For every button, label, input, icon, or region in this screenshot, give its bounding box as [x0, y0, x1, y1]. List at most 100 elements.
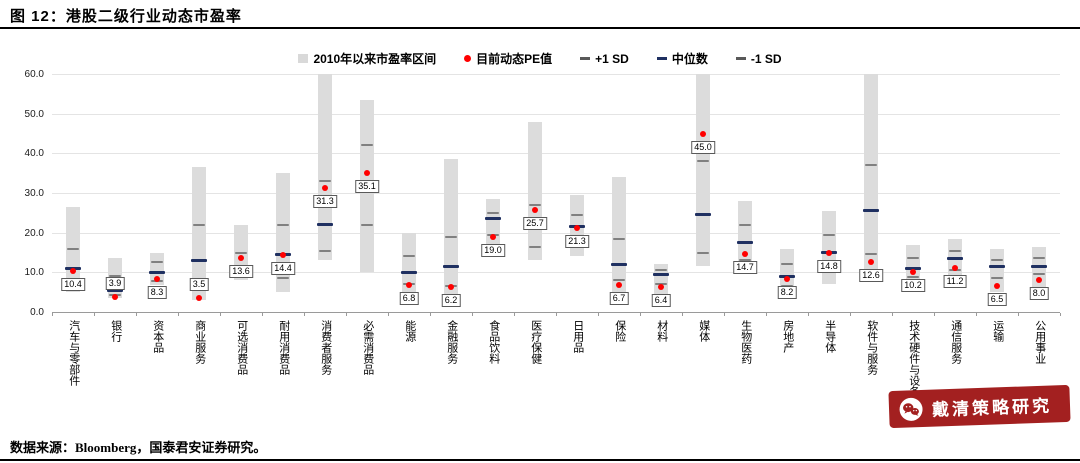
current-pe-label: 8.3: [147, 286, 167, 300]
median-dash: [989, 264, 1005, 268]
current-pe-dot: [700, 130, 706, 137]
legend-marker-dash: [580, 57, 591, 60]
sd-plus-dash: [361, 144, 373, 147]
category-label: 房地产: [781, 320, 794, 353]
sd-minus-dash: [613, 279, 625, 282]
x-axis-tick: [262, 313, 263, 316]
current-pe-dot: [952, 264, 958, 271]
category-label: 通信服务: [949, 320, 962, 364]
sd-plus-dash: [781, 263, 793, 266]
current-pe-dot: [784, 276, 790, 283]
y-axis-tick-label: 0.0: [30, 307, 44, 318]
category-label: 食品饮料: [487, 320, 500, 364]
current-pe-dot: [154, 276, 160, 283]
x-axis-tick: [892, 313, 893, 316]
x-axis-tick: [598, 313, 599, 316]
y-axis-tick-label: 60.0: [24, 69, 44, 80]
pe-range-bar: [318, 74, 332, 261]
median-dash: [149, 270, 165, 274]
x-axis-line: [52, 312, 1060, 313]
pe-range-bar: [780, 248, 794, 297]
median-dash: [863, 209, 879, 213]
x-axis-tick: [52, 313, 53, 316]
pe-range-bar: [612, 177, 626, 293]
data-source: 数据来源：Bloomberg，国泰君安证券研究。: [10, 440, 267, 455]
median-dash: [905, 266, 921, 270]
gridline: [52, 272, 1060, 274]
sd-plus-dash: [571, 213, 583, 216]
x-axis-tick: [766, 313, 767, 316]
pe-range-bar: [150, 252, 164, 286]
x-axis-tick: [556, 313, 557, 316]
current-pe-dot: [658, 283, 664, 290]
current-pe-label: 21.3: [565, 234, 589, 248]
current-pe-dot: [910, 268, 916, 275]
sd-minus-dash: [907, 276, 919, 279]
legend-item-1: 目前动态PE值: [464, 50, 552, 67]
x-axis-tick: [1018, 313, 1019, 316]
category-label: 金融服务: [445, 320, 458, 364]
median-dash: [485, 217, 501, 221]
sd-plus-dash: [529, 203, 541, 206]
x-axis-tick: [514, 313, 515, 316]
current-pe-dot: [616, 282, 622, 289]
current-pe-dot: [196, 295, 202, 302]
sd-plus-dash: [739, 223, 751, 226]
x-axis-tick: [388, 313, 389, 316]
x-axis-tick: [724, 313, 725, 316]
median-dash: [611, 262, 627, 266]
title-divider: [0, 27, 1080, 29]
category-label: 保险: [613, 320, 626, 342]
x-axis-tick: [976, 313, 977, 316]
current-pe-label: 6.5: [987, 293, 1007, 307]
current-pe-label: 31.3: [313, 194, 337, 208]
x-axis-tick: [682, 313, 683, 316]
current-pe-dot: [1036, 277, 1042, 284]
median-dash: [1031, 264, 1047, 268]
current-pe-dot: [112, 293, 118, 300]
current-pe-label: 14.7: [733, 260, 757, 274]
sd-plus-dash: [487, 211, 499, 214]
legend-label: 目前动态PE值: [476, 52, 553, 66]
sd-plus-dash: [319, 180, 331, 183]
y-axis-tick-label: 20.0: [24, 227, 44, 239]
current-pe-dot: [322, 184, 328, 191]
current-pe-label: 25.7: [523, 217, 547, 231]
gridline: [52, 193, 1060, 194]
legend-marker-dot: [464, 55, 472, 62]
x-axis-tick: [850, 313, 851, 316]
current-pe-label: 8.2: [777, 286, 797, 300]
current-pe-dot: [868, 259, 874, 266]
sd-minus-dash: [1033, 273, 1045, 276]
legend-marker-dash: [656, 57, 667, 60]
current-pe-label: 10.4: [61, 277, 85, 291]
sd-minus-dash: [781, 285, 793, 288]
sd-plus-dash: [67, 247, 79, 250]
current-pe-label: 14.4: [271, 261, 295, 275]
category-label: 能源: [403, 320, 416, 342]
chart-legend: 2010年以来市盈率区间 目前动态PE值 +1 SD 中位数 -1 SD: [0, 50, 1080, 67]
sd-minus-dash: [361, 223, 373, 226]
sd-plus-dash: [1033, 257, 1045, 260]
current-pe-label: 3.9: [105, 276, 125, 290]
category-label: 日用品: [571, 320, 584, 353]
category-label: 材料: [655, 320, 668, 342]
current-pe-dot: [406, 282, 412, 289]
legend-item-2: +1 SD: [580, 52, 629, 66]
sd-minus-dash: [529, 245, 541, 248]
category-label: 必需消费品: [361, 320, 374, 375]
legend-marker-bar: [298, 54, 309, 63]
gridline: [52, 74, 1060, 75]
pe-range-bar: [528, 121, 542, 261]
x-axis-tick: [430, 313, 431, 316]
category-label: 资本品: [151, 320, 164, 353]
pe-range-bar: [738, 200, 752, 273]
pe-range-bar: [696, 74, 710, 267]
bottom-divider: [0, 459, 1080, 461]
sd-minus-dash: [319, 249, 331, 252]
current-pe-dot: [280, 251, 286, 258]
median-dash: [653, 272, 669, 276]
sd-plus-dash: [697, 160, 709, 163]
category-label: 可选消费品: [235, 320, 248, 375]
pe-range-bar: [864, 74, 878, 281]
